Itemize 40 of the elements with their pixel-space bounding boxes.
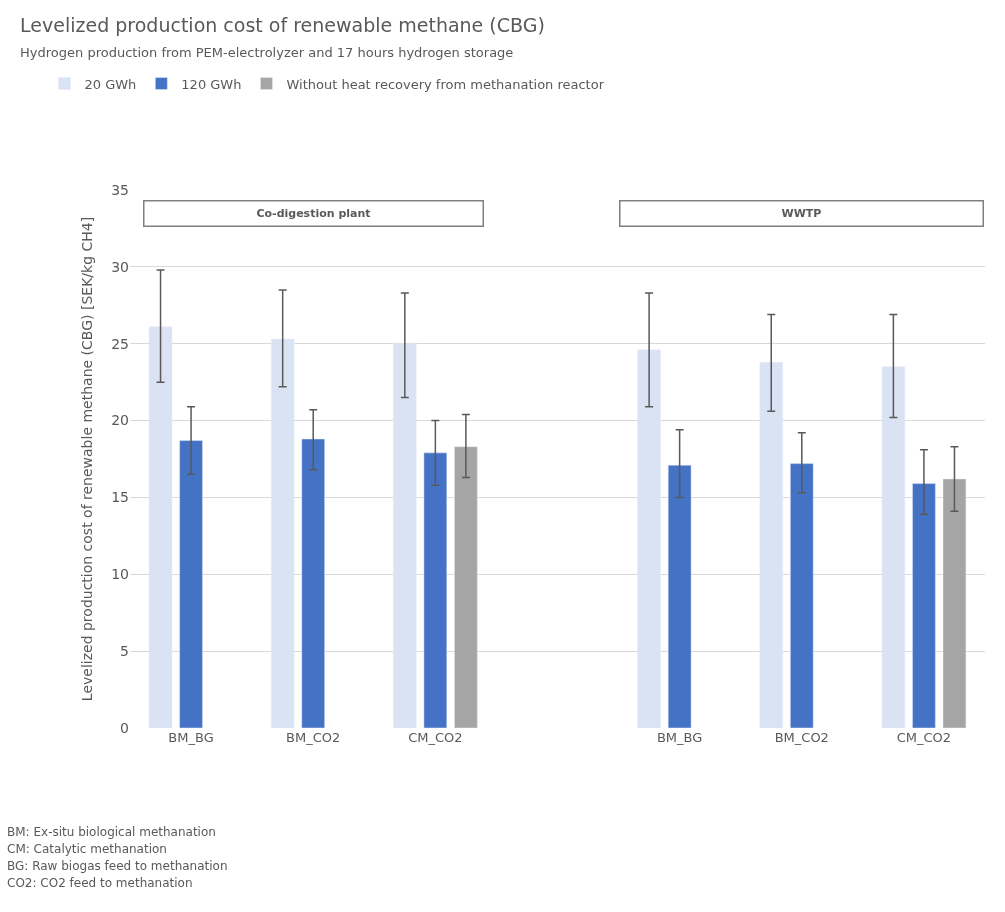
annotation: Co-digestion plant	[256, 207, 371, 220]
y-tick-label: 20	[111, 412, 129, 429]
bar	[637, 349, 661, 728]
y-tick-label: 15	[111, 489, 129, 506]
legend-label: Without heat recovery from methanation reactor	[286, 76, 605, 92]
y-tick-label: 0	[120, 719, 129, 736]
x-tick-label: CM_CO2	[408, 730, 463, 745]
text: CM: Catalytic methanation	[7, 842, 167, 856]
y-axis-title: Levelized production cost of renewable methane (CBG) [SEK/kg CH4]	[78, 216, 95, 702]
x-tick-label: CM_CO2	[896, 730, 952, 745]
chart-title: Levelized production cost of renewable methane (CBG)	[20, 13, 545, 36]
legend-label: 120 GWh	[181, 76, 242, 92]
bar	[790, 463, 814, 728]
y-tick-label: 10	[111, 566, 129, 583]
bar	[454, 446, 478, 728]
x-tick-label: BM_CO2	[286, 730, 341, 745]
y-tick-label: 5	[120, 643, 129, 660]
chart-subtitle: Hydrogen production from PEM-electrolyzer and 17 hours hydrogen storage	[20, 44, 514, 60]
bar	[301, 438, 325, 728]
annotation: WWTP	[781, 207, 822, 220]
bar	[148, 326, 173, 728]
y-tick-label: 35	[111, 181, 129, 198]
x-tick-label: BM_BG	[656, 730, 703, 745]
bar	[759, 361, 783, 728]
y-tick-label: 30	[111, 258, 129, 275]
bar	[393, 343, 417, 728]
bar	[667, 464, 692, 728]
text: BG: Raw biogas feed to methanation	[7, 859, 228, 873]
x-tick-label: BM_CO2	[774, 730, 829, 745]
bar	[912, 483, 936, 728]
bar	[881, 366, 906, 728]
text: CO2: CO2 feed to methanation	[7, 876, 193, 890]
text: BM: Ex-situ biological methanation	[7, 825, 216, 839]
bar	[270, 338, 295, 728]
bar	[179, 440, 203, 728]
x-tick-label: BM_BG	[168, 730, 214, 745]
bar	[942, 478, 967, 728]
y-tick-label: 25	[111, 335, 129, 352]
bar	[423, 452, 448, 728]
legend-label: 20 GWh	[84, 76, 137, 92]
